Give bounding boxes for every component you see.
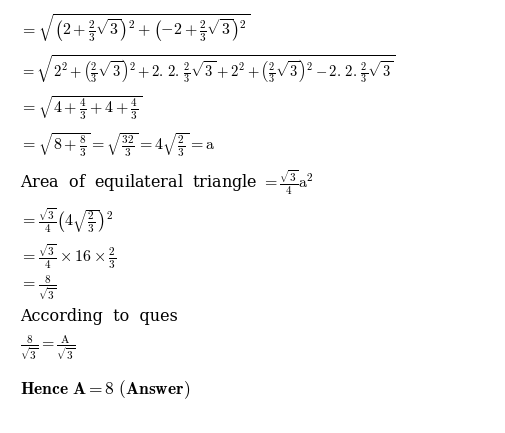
Text: $= \frac{\sqrt{3}}{4}\left(4\sqrt{\frac{2}{3}}\right)^{2}$: $= \frac{\sqrt{3}}{4}\left(4\sqrt{\frac{… bbox=[20, 206, 114, 236]
Text: $= \sqrt{\left(2 + \frac{2}{3}\sqrt{3}\right)^{2} + \left(-2 + \frac{2}{3}\sqrt{: $= \sqrt{\left(2 + \frac{2}{3}\sqrt{3}\r… bbox=[20, 12, 250, 44]
Text: $= \sqrt{2^2 + \left(\frac{2}{3}\sqrt{3}\right)^{2} + 2.\,2.\,\frac{2}{3}\sqrt{3: $= \sqrt{2^2 + \left(\frac{2}{3}\sqrt{3}… bbox=[20, 53, 395, 85]
Text: According  to  ques: According to ques bbox=[20, 308, 178, 326]
Text: $\frac{8}{\sqrt{3}} = \frac{\mathrm{A}}{\sqrt{3}}$: $\frac{8}{\sqrt{3}} = \frac{\mathrm{A}}{… bbox=[20, 334, 76, 363]
Text: $\mathbf{Hence\ A = 8\ (Answer)}$: $\mathbf{Hence\ A = 8\ (Answer)}$ bbox=[20, 378, 190, 401]
Text: $= \sqrt{4 + \frac{4}{3} + 4 + \frac{4}{3}}$: $= \sqrt{4 + \frac{4}{3} + 4 + \frac{4}{… bbox=[20, 94, 142, 122]
Text: Area  of  equilateral  triangle $= \frac{\sqrt{3}}{4}\mathrm{a}^2$: Area of equilateral triangle $= \frac{\s… bbox=[20, 169, 314, 197]
Text: $= \sqrt{8 + \frac{8}{3}} = \sqrt{\frac{32}{3}} = 4\sqrt{\frac{2}{3}} = \mathrm{: $= \sqrt{8 + \frac{8}{3}} = \sqrt{\frac{… bbox=[20, 131, 216, 159]
Text: $= \frac{8}{\sqrt{3}}$: $= \frac{8}{\sqrt{3}}$ bbox=[20, 273, 57, 303]
Text: $= \frac{\sqrt{3}}{4} \times 16 \times \frac{2}{3}$: $= \frac{\sqrt{3}}{4} \times 16 \times \… bbox=[20, 242, 117, 271]
